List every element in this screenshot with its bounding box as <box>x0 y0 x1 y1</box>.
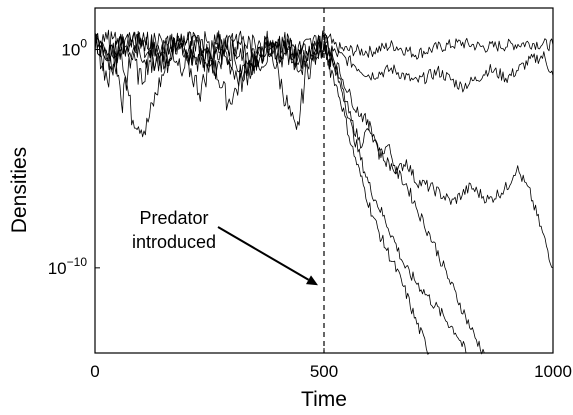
annotation-line-1: Predator <box>139 208 208 228</box>
annotation-arrow <box>217 226 310 281</box>
y-axis-title: Densities <box>8 147 31 233</box>
y-tick-label: 100 <box>61 36 87 59</box>
annotation-arrowhead <box>306 275 318 286</box>
x-tick-label: 0 <box>90 362 99 381</box>
annotation-line-2: introduced <box>132 232 216 252</box>
x-tick-label: 500 <box>310 362 338 381</box>
y-tick-label: 10−10 <box>48 255 88 278</box>
series-line-6 <box>94 29 485 355</box>
y-axis: 100 10−10 <box>48 36 100 278</box>
series-group <box>94 29 554 355</box>
x-axis-title: Time <box>301 388 347 411</box>
x-axis: 0 500 1000 <box>90 348 572 381</box>
x-tick-label: 1000 <box>534 362 572 381</box>
annotation: Predator introduced <box>132 208 318 286</box>
